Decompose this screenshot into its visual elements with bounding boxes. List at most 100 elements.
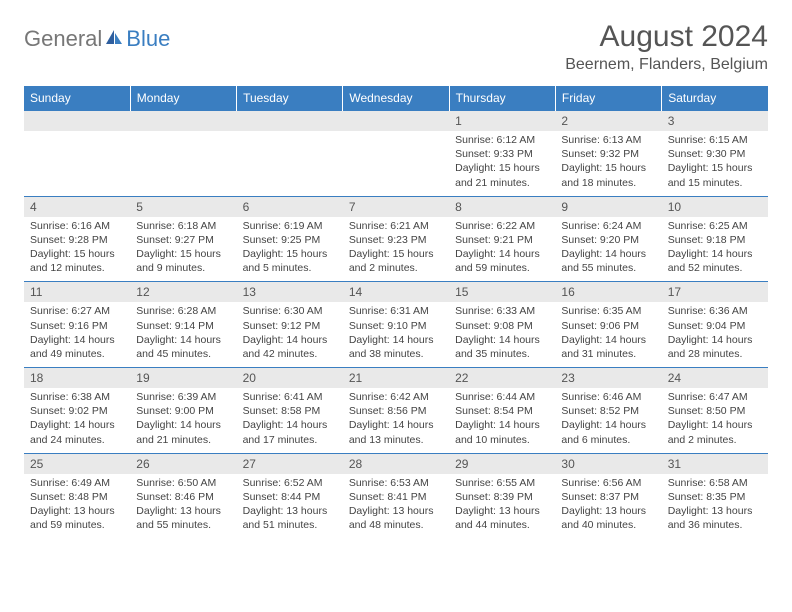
date-cell: 22 <box>449 368 555 389</box>
sunrise-text: Sunrise: 6:46 AM <box>561 390 655 404</box>
sunrise-text: Sunrise: 6:18 AM <box>136 219 230 233</box>
weekday-header: Sunday <box>24 86 130 111</box>
detail-cell: Sunrise: 6:56 AMSunset: 8:37 PMDaylight:… <box>555 474 661 539</box>
sunset-text: Sunset: 8:41 PM <box>349 490 443 504</box>
detail-cell: Sunrise: 6:35 AMSunset: 9:06 PMDaylight:… <box>555 302 661 367</box>
detail-cell: Sunrise: 6:27 AMSunset: 9:16 PMDaylight:… <box>24 302 130 367</box>
weekday-header: Tuesday <box>237 86 343 111</box>
sunrise-text: Sunrise: 6:21 AM <box>349 219 443 233</box>
detail-cell: Sunrise: 6:53 AMSunset: 8:41 PMDaylight:… <box>343 474 449 539</box>
sunrise-text: Sunrise: 6:12 AM <box>455 133 549 147</box>
detail-cell: Sunrise: 6:36 AMSunset: 9:04 PMDaylight:… <box>662 302 768 367</box>
sunset-text: Sunset: 8:35 PM <box>668 490 762 504</box>
daylight-text: Daylight: 13 hours and 48 minutes. <box>349 504 443 532</box>
sunrise-text: Sunrise: 6:35 AM <box>561 304 655 318</box>
daylight-text: Daylight: 14 hours and 17 minutes. <box>243 418 337 446</box>
daylight-text: Daylight: 14 hours and 31 minutes. <box>561 333 655 361</box>
month-title: August 2024 <box>565 20 768 54</box>
sunset-text: Sunset: 9:21 PM <box>455 233 549 247</box>
sunrise-text: Sunrise: 6:52 AM <box>243 476 337 490</box>
date-row: 18192021222324 <box>24 368 768 389</box>
date-cell: 9 <box>555 196 661 217</box>
detail-cell: Sunrise: 6:41 AMSunset: 8:58 PMDaylight:… <box>237 388 343 453</box>
date-cell <box>24 111 130 132</box>
sunset-text: Sunset: 8:52 PM <box>561 404 655 418</box>
sunset-text: Sunset: 9:28 PM <box>30 233 124 247</box>
sunrise-text: Sunrise: 6:47 AM <box>668 390 762 404</box>
sunset-text: Sunset: 9:33 PM <box>455 147 549 161</box>
date-cell: 23 <box>555 368 661 389</box>
date-cell: 6 <box>237 196 343 217</box>
weekday-header: Friday <box>555 86 661 111</box>
detail-cell: Sunrise: 6:18 AMSunset: 9:27 PMDaylight:… <box>130 217 236 282</box>
sunrise-text: Sunrise: 6:28 AM <box>136 304 230 318</box>
date-cell: 1 <box>449 111 555 132</box>
detail-cell: Sunrise: 6:39 AMSunset: 9:00 PMDaylight:… <box>130 388 236 453</box>
sunrise-text: Sunrise: 6:13 AM <box>561 133 655 147</box>
calendar-table: Sunday Monday Tuesday Wednesday Thursday… <box>24 86 768 538</box>
sunset-text: Sunset: 8:58 PM <box>243 404 337 418</box>
sunrise-text: Sunrise: 6:41 AM <box>243 390 337 404</box>
date-cell: 3 <box>662 111 768 132</box>
sunset-text: Sunset: 9:14 PM <box>136 319 230 333</box>
detail-cell: Sunrise: 6:21 AMSunset: 9:23 PMDaylight:… <box>343 217 449 282</box>
page-header: General Blue August 2024 Beernem, Flande… <box>24 20 768 74</box>
detail-cell: Sunrise: 6:46 AMSunset: 8:52 PMDaylight:… <box>555 388 661 453</box>
date-cell: 25 <box>24 453 130 474</box>
date-cell <box>343 111 449 132</box>
sunrise-text: Sunrise: 6:36 AM <box>668 304 762 318</box>
sunset-text: Sunset: 9:08 PM <box>455 319 549 333</box>
daylight-text: Daylight: 15 hours and 12 minutes. <box>30 247 124 275</box>
sunrise-text: Sunrise: 6:15 AM <box>668 133 762 147</box>
sunset-text: Sunset: 9:30 PM <box>668 147 762 161</box>
date-cell: 17 <box>662 282 768 303</box>
date-cell: 18 <box>24 368 130 389</box>
sunrise-text: Sunrise: 6:33 AM <box>455 304 549 318</box>
date-cell: 20 <box>237 368 343 389</box>
sunset-text: Sunset: 9:16 PM <box>30 319 124 333</box>
weekday-header: Monday <box>130 86 236 111</box>
sunset-text: Sunset: 9:02 PM <box>30 404 124 418</box>
detail-cell <box>343 131 449 196</box>
sunset-text: Sunset: 9:04 PM <box>668 319 762 333</box>
sunset-text: Sunset: 8:48 PM <box>30 490 124 504</box>
sunrise-text: Sunrise: 6:55 AM <box>455 476 549 490</box>
detail-cell: Sunrise: 6:31 AMSunset: 9:10 PMDaylight:… <box>343 302 449 367</box>
detail-cell: Sunrise: 6:12 AMSunset: 9:33 PMDaylight:… <box>449 131 555 196</box>
daylight-text: Daylight: 14 hours and 45 minutes. <box>136 333 230 361</box>
detail-cell: Sunrise: 6:15 AMSunset: 9:30 PMDaylight:… <box>662 131 768 196</box>
date-cell: 19 <box>130 368 236 389</box>
sunset-text: Sunset: 9:20 PM <box>561 233 655 247</box>
weekday-header: Thursday <box>449 86 555 111</box>
date-row: 11121314151617 <box>24 282 768 303</box>
daylight-text: Daylight: 13 hours and 40 minutes. <box>561 504 655 532</box>
sail-icon <box>104 26 124 52</box>
detail-row: Sunrise: 6:49 AMSunset: 8:48 PMDaylight:… <box>24 474 768 539</box>
detail-cell: Sunrise: 6:58 AMSunset: 8:35 PMDaylight:… <box>662 474 768 539</box>
sunrise-text: Sunrise: 6:42 AM <box>349 390 443 404</box>
detail-cell: Sunrise: 6:13 AMSunset: 9:32 PMDaylight:… <box>555 131 661 196</box>
date-cell: 5 <box>130 196 236 217</box>
daylight-text: Daylight: 14 hours and 55 minutes. <box>561 247 655 275</box>
daylight-text: Daylight: 15 hours and 21 minutes. <box>455 161 549 189</box>
date-cell: 8 <box>449 196 555 217</box>
daylight-text: Daylight: 13 hours and 36 minutes. <box>668 504 762 532</box>
sunset-text: Sunset: 9:25 PM <box>243 233 337 247</box>
date-row: 25262728293031 <box>24 453 768 474</box>
detail-cell: Sunrise: 6:19 AMSunset: 9:25 PMDaylight:… <box>237 217 343 282</box>
sunrise-text: Sunrise: 6:22 AM <box>455 219 549 233</box>
sunset-text: Sunset: 8:44 PM <box>243 490 337 504</box>
detail-cell: Sunrise: 6:44 AMSunset: 8:54 PMDaylight:… <box>449 388 555 453</box>
date-cell: 7 <box>343 196 449 217</box>
detail-cell: Sunrise: 6:55 AMSunset: 8:39 PMDaylight:… <box>449 474 555 539</box>
date-cell: 21 <box>343 368 449 389</box>
detail-cell: Sunrise: 6:22 AMSunset: 9:21 PMDaylight:… <box>449 217 555 282</box>
detail-cell: Sunrise: 6:42 AMSunset: 8:56 PMDaylight:… <box>343 388 449 453</box>
brand-part1: General <box>24 26 102 52</box>
daylight-text: Daylight: 14 hours and 13 minutes. <box>349 418 443 446</box>
sunrise-text: Sunrise: 6:25 AM <box>668 219 762 233</box>
daylight-text: Daylight: 14 hours and 59 minutes. <box>455 247 549 275</box>
date-cell: 28 <box>343 453 449 474</box>
date-cell: 24 <box>662 368 768 389</box>
sunrise-text: Sunrise: 6:39 AM <box>136 390 230 404</box>
